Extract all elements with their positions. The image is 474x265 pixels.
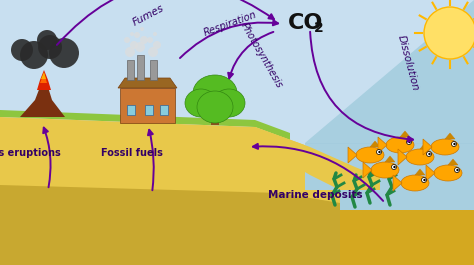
Ellipse shape — [213, 89, 245, 117]
Circle shape — [130, 41, 138, 49]
Circle shape — [124, 37, 130, 43]
Polygon shape — [340, 210, 474, 265]
Polygon shape — [400, 131, 410, 137]
Polygon shape — [448, 159, 458, 165]
Circle shape — [130, 32, 134, 36]
Ellipse shape — [431, 139, 459, 155]
Polygon shape — [0, 117, 340, 265]
Circle shape — [20, 41, 48, 69]
Circle shape — [456, 169, 459, 171]
Polygon shape — [41, 72, 46, 79]
Polygon shape — [40, 73, 47, 83]
Polygon shape — [348, 147, 357, 163]
FancyArrowPatch shape — [253, 144, 383, 201]
Text: Marine deposits: Marine deposits — [268, 190, 362, 200]
Circle shape — [423, 179, 426, 181]
Bar — [127, 60, 134, 80]
Text: Dissolution: Dissolution — [396, 34, 420, 92]
Polygon shape — [398, 149, 407, 165]
Polygon shape — [378, 137, 387, 153]
Bar — [160, 105, 168, 115]
Polygon shape — [0, 110, 290, 140]
FancyArrowPatch shape — [228, 32, 273, 78]
Circle shape — [37, 30, 57, 50]
Circle shape — [11, 39, 33, 61]
Ellipse shape — [401, 175, 429, 191]
Polygon shape — [423, 139, 432, 155]
FancyArrowPatch shape — [43, 128, 51, 187]
Polygon shape — [363, 162, 372, 178]
Polygon shape — [415, 169, 425, 175]
Circle shape — [125, 47, 135, 57]
Polygon shape — [5, 75, 80, 117]
Polygon shape — [37, 70, 51, 90]
Polygon shape — [426, 165, 435, 181]
Circle shape — [148, 47, 158, 57]
Circle shape — [147, 37, 153, 43]
Circle shape — [140, 36, 148, 44]
FancyArrowPatch shape — [180, 20, 278, 58]
Ellipse shape — [356, 147, 384, 163]
Bar — [120, 88, 175, 123]
Polygon shape — [385, 156, 395, 162]
Circle shape — [49, 38, 79, 68]
Circle shape — [378, 151, 381, 153]
Polygon shape — [118, 78, 177, 88]
Circle shape — [455, 167, 459, 173]
Circle shape — [38, 35, 62, 59]
Bar — [150, 60, 157, 80]
Circle shape — [134, 32, 140, 38]
Circle shape — [376, 149, 382, 154]
Bar — [211, 103, 219, 125]
Ellipse shape — [434, 165, 462, 181]
Bar — [145, 105, 153, 115]
Polygon shape — [420, 143, 430, 149]
Bar — [127, 105, 135, 115]
Text: Gas eruptions: Gas eruptions — [0, 148, 60, 158]
Text: Respiration: Respiration — [202, 10, 258, 38]
FancyArrowPatch shape — [310, 32, 413, 142]
Circle shape — [392, 165, 396, 170]
Circle shape — [407, 139, 411, 144]
Ellipse shape — [193, 75, 237, 111]
Ellipse shape — [185, 89, 217, 117]
Polygon shape — [370, 141, 380, 147]
Circle shape — [421, 178, 427, 183]
Text: CO: CO — [288, 13, 323, 33]
Circle shape — [153, 32, 157, 36]
Circle shape — [135, 42, 145, 52]
Polygon shape — [393, 175, 402, 191]
FancyArrowPatch shape — [148, 130, 154, 190]
Circle shape — [427, 152, 431, 157]
Polygon shape — [445, 133, 455, 139]
Circle shape — [393, 166, 396, 168]
FancyArrowPatch shape — [57, 0, 274, 45]
Text: Photosynthesis: Photosynthesis — [239, 20, 285, 90]
Text: Fossil fuels: Fossil fuels — [101, 148, 163, 158]
Polygon shape — [255, 127, 380, 190]
Ellipse shape — [406, 149, 434, 165]
Ellipse shape — [197, 91, 233, 123]
Circle shape — [408, 141, 410, 143]
Circle shape — [428, 153, 431, 155]
Text: Fumes: Fumes — [131, 3, 165, 27]
Circle shape — [424, 7, 474, 59]
Polygon shape — [0, 185, 340, 265]
Circle shape — [452, 142, 456, 147]
Circle shape — [453, 143, 456, 145]
Circle shape — [153, 41, 161, 49]
Ellipse shape — [371, 162, 399, 178]
Polygon shape — [305, 0, 474, 265]
Circle shape — [140, 27, 144, 31]
Ellipse shape — [386, 137, 414, 153]
Text: 2: 2 — [314, 21, 324, 35]
Bar — [137, 55, 144, 80]
